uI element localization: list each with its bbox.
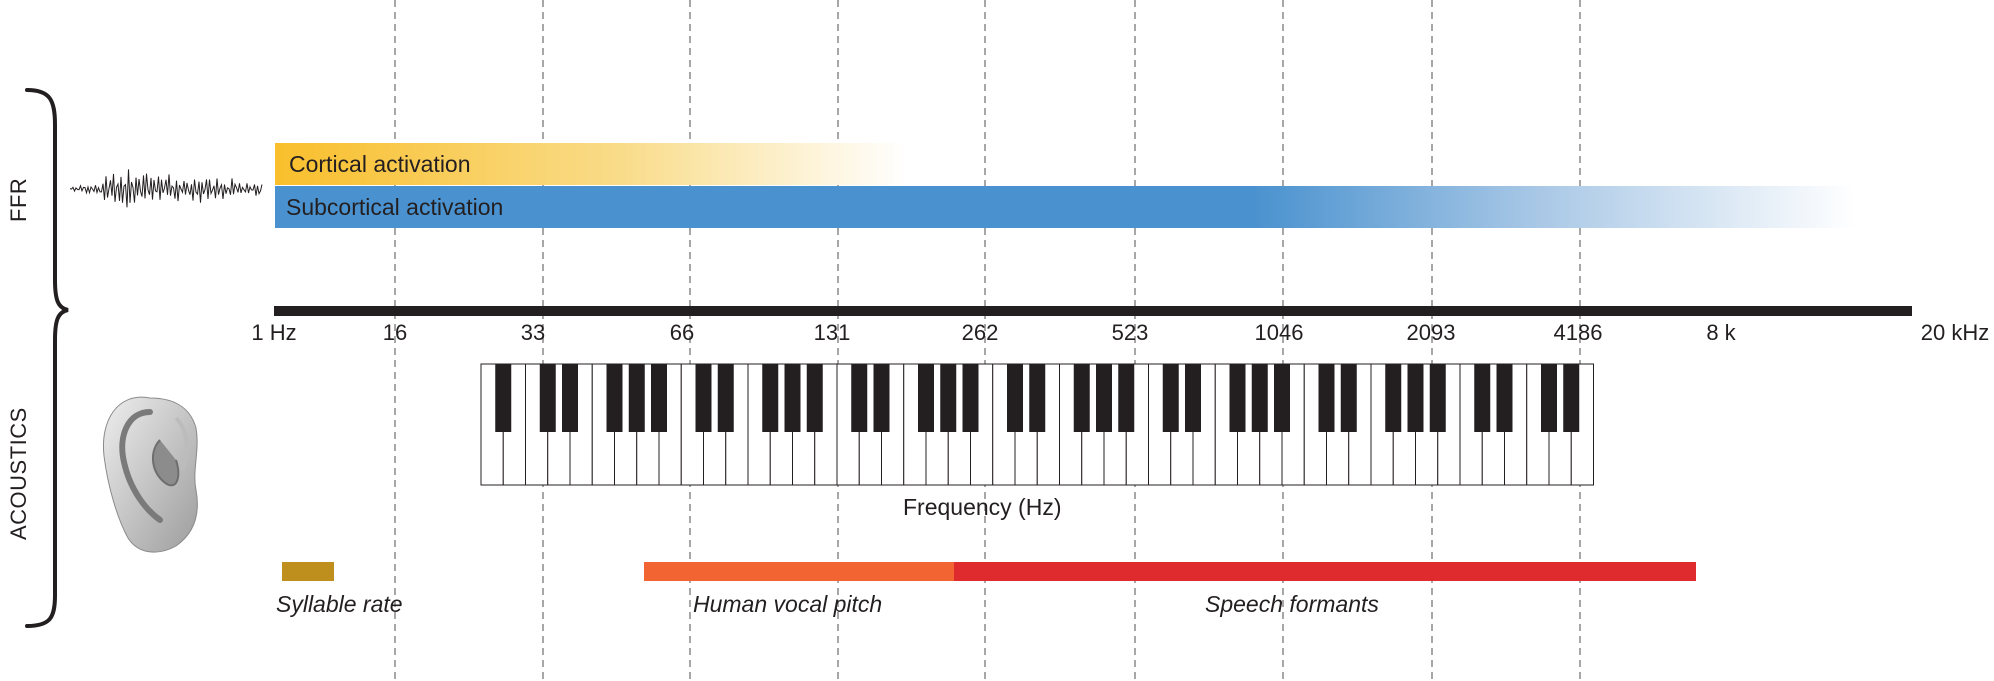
subcortical-activation-label: Subcortical activation	[286, 194, 504, 220]
tick-label-131: 131	[813, 320, 851, 345]
human-vocal-pitch-label: Human vocal pitch	[693, 591, 883, 617]
piano-black-key	[784, 364, 801, 432]
syllable-rate-label: Syllable rate	[276, 591, 403, 617]
piano-black-key	[1474, 364, 1491, 432]
piano-black-key	[1073, 364, 1090, 432]
piano-black-key	[1563, 364, 1580, 432]
piano-black-key	[717, 364, 734, 432]
piano-black-key	[873, 364, 890, 432]
cortical-activation-label: Cortical activation	[289, 151, 471, 177]
tick-label-1hz: 1 Hz	[251, 320, 297, 345]
tick-label-16: 16	[382, 320, 408, 345]
tick-label-8k: 8 k	[1706, 320, 1736, 345]
piano-black-key	[1541, 364, 1557, 432]
waveform-icon	[69, 169, 263, 208]
acoustics-section-label: ACOUSTICS	[6, 407, 31, 540]
piano-black-key	[495, 364, 512, 432]
piano-black-key	[651, 364, 667, 432]
piano-black-key	[1251, 364, 1268, 432]
tick-label-523: 523	[1111, 320, 1149, 345]
piano-black-key	[962, 364, 979, 432]
tick-label-262: 262	[961, 320, 999, 345]
piano-black-key	[940, 364, 957, 432]
speech-formants-bar	[954, 562, 1696, 581]
tick-label-20khz: 20 kHz	[1920, 320, 1990, 345]
piano-black-key	[628, 364, 645, 432]
piano-black-key	[1007, 364, 1023, 432]
piano-black-key	[851, 364, 868, 432]
speech-formants-label: Speech formants	[1205, 591, 1379, 617]
tick-label-33: 33	[520, 320, 546, 345]
piano-black-key	[606, 364, 623, 432]
ffr-curly-brace-icon	[25, 88, 69, 628]
piano-black-key	[1318, 364, 1335, 432]
syllable-rate-bar	[282, 562, 334, 581]
piano-black-key	[1162, 364, 1179, 432]
tick-label-66: 66	[669, 320, 695, 345]
tick-label-4186: 4186	[1553, 320, 1603, 345]
piano-black-key	[1340, 364, 1357, 432]
piano-black-key	[562, 364, 578, 432]
ear-icon	[102, 396, 198, 553]
piano-black-key	[1274, 364, 1290, 432]
piano-black-key	[918, 364, 934, 432]
ffr-section-label: FFR	[6, 177, 31, 222]
subcortical-activation-bar	[275, 186, 1855, 228]
piano-black-key	[1185, 364, 1201, 432]
piano-keyboard-icon	[480, 363, 1594, 486]
piano-black-key	[1118, 364, 1135, 432]
piano-black-key	[695, 364, 712, 432]
piano-black-key	[539, 364, 556, 432]
human-vocal-pitch-bar	[644, 562, 955, 581]
piano-black-key	[762, 364, 779, 432]
piano-black-key	[1096, 364, 1112, 432]
piano-black-key	[1429, 364, 1446, 432]
piano-black-key	[806, 364, 823, 432]
piano-black-key	[1407, 364, 1424, 432]
axis-title: Frequency (Hz)	[903, 494, 1062, 520]
piano-black-key	[1385, 364, 1402, 432]
cortical-activation-bar	[275, 143, 907, 185]
piano-black-key	[1496, 364, 1513, 432]
frequency-axis-bar	[274, 306, 1912, 316]
piano-black-key	[1229, 364, 1246, 432]
frequency-guide-lines	[394, 0, 1581, 681]
tick-label-2093: 2093	[1406, 320, 1456, 345]
tick-label-1046: 1046	[1254, 320, 1304, 345]
piano-black-key	[1029, 364, 1046, 432]
